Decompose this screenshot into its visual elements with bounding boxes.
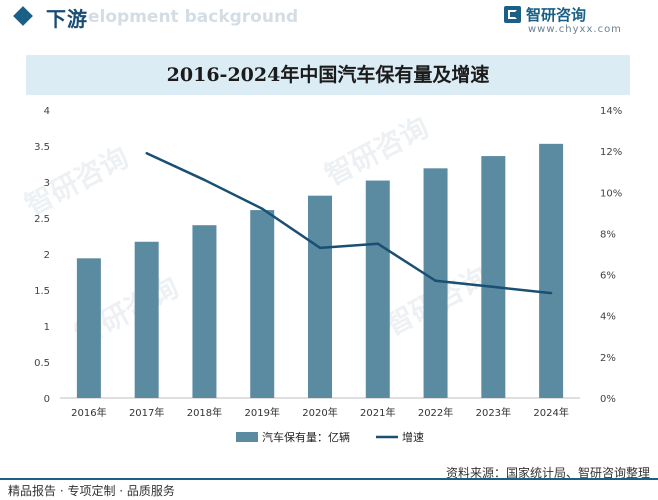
brand-logo-icon xyxy=(504,6,521,23)
header-bar: elopment background 下游 智研咨询 www.chyxx.co… xyxy=(0,0,658,38)
bar xyxy=(250,210,275,398)
y-left-tick-label: 1 xyxy=(44,322,50,333)
legend-bar-label: 汽车保有量：亿辆 xyxy=(262,430,350,444)
x-tick-label: 2017年 xyxy=(129,406,164,419)
x-tick-label: 2021年 xyxy=(360,406,395,419)
growth-line xyxy=(146,152,552,295)
legend-line-label: 增速 xyxy=(402,430,424,444)
growth-point xyxy=(492,285,495,289)
y-left-tick-label: 3.5 xyxy=(34,142,50,153)
y-right-tick-label: 6% xyxy=(600,271,616,282)
growth-point xyxy=(145,152,148,155)
growth-point xyxy=(376,242,379,245)
x-tick-label: 2022年 xyxy=(418,406,453,419)
y-right-tick-label: 4% xyxy=(600,312,616,323)
bar xyxy=(134,241,159,398)
source-note: 资料来源：国家统计局、智研咨询整理 xyxy=(445,466,650,480)
legend-bar-swatch xyxy=(236,432,258,442)
y-left-tick-label: 0.5 xyxy=(34,358,50,369)
x-tick-label: 2019年 xyxy=(244,406,279,419)
x-tick-label: 2016年 xyxy=(71,406,106,419)
bar xyxy=(192,225,217,398)
growth-point xyxy=(318,246,322,250)
y-right-tick-label: 12% xyxy=(600,147,622,158)
growth-point xyxy=(549,291,553,295)
y-right-tick-label: 14% xyxy=(600,106,622,117)
y-left-tick-label: 1.5 xyxy=(34,286,50,297)
footer-divider xyxy=(0,478,658,480)
brand: 智研咨询 www.chyxx.com xyxy=(504,4,644,38)
y-left-tick-label: 3 xyxy=(44,178,50,189)
bar xyxy=(481,156,506,398)
chart-title: 2016-2024年中国汽车保有量及增速 xyxy=(166,64,490,86)
y-left-tick-label: 2.5 xyxy=(34,214,50,225)
y-left-tick-label: 4 xyxy=(44,106,50,117)
y-right-tick-label: 8% xyxy=(600,229,616,240)
x-tick-label: 2023年 xyxy=(476,406,511,419)
brand-name: 智研咨询 xyxy=(526,6,587,24)
growth-point xyxy=(203,178,206,182)
bar xyxy=(365,180,390,398)
bar xyxy=(76,258,101,398)
section-subtitle: elopment background xyxy=(88,7,299,27)
growth-point xyxy=(261,207,264,210)
brand-url: www.chyxx.com xyxy=(528,24,622,35)
footer-slogan: 精品报告 · 专项定制 · 品质服务 xyxy=(8,484,175,498)
y-right-tick-label: 10% xyxy=(600,188,622,199)
y-left-tick-label: 0 xyxy=(44,394,50,405)
bar xyxy=(423,168,448,398)
growth-point xyxy=(434,279,437,282)
x-tick-label: 2020年 xyxy=(302,406,337,419)
x-tick-label: 2018年 xyxy=(187,406,222,419)
bar xyxy=(539,143,564,398)
chart-title-band: 2016-2024年中国汽车保有量及增速 xyxy=(26,55,630,95)
bar xyxy=(308,195,332,398)
section-title: 下游 xyxy=(46,7,88,31)
y-right-tick-label: 0% xyxy=(600,394,616,405)
y-left-tick-label: 2 xyxy=(44,250,50,261)
x-tick-label: 2024年 xyxy=(533,406,568,419)
chart: 0 0.5 1 1.5 2 2.5 3 3.5 4 0% 2% 4% 6% 8% 10% 12% 14% 2016… xyxy=(34,106,622,444)
y-right-tick-label: 2% xyxy=(600,353,616,364)
